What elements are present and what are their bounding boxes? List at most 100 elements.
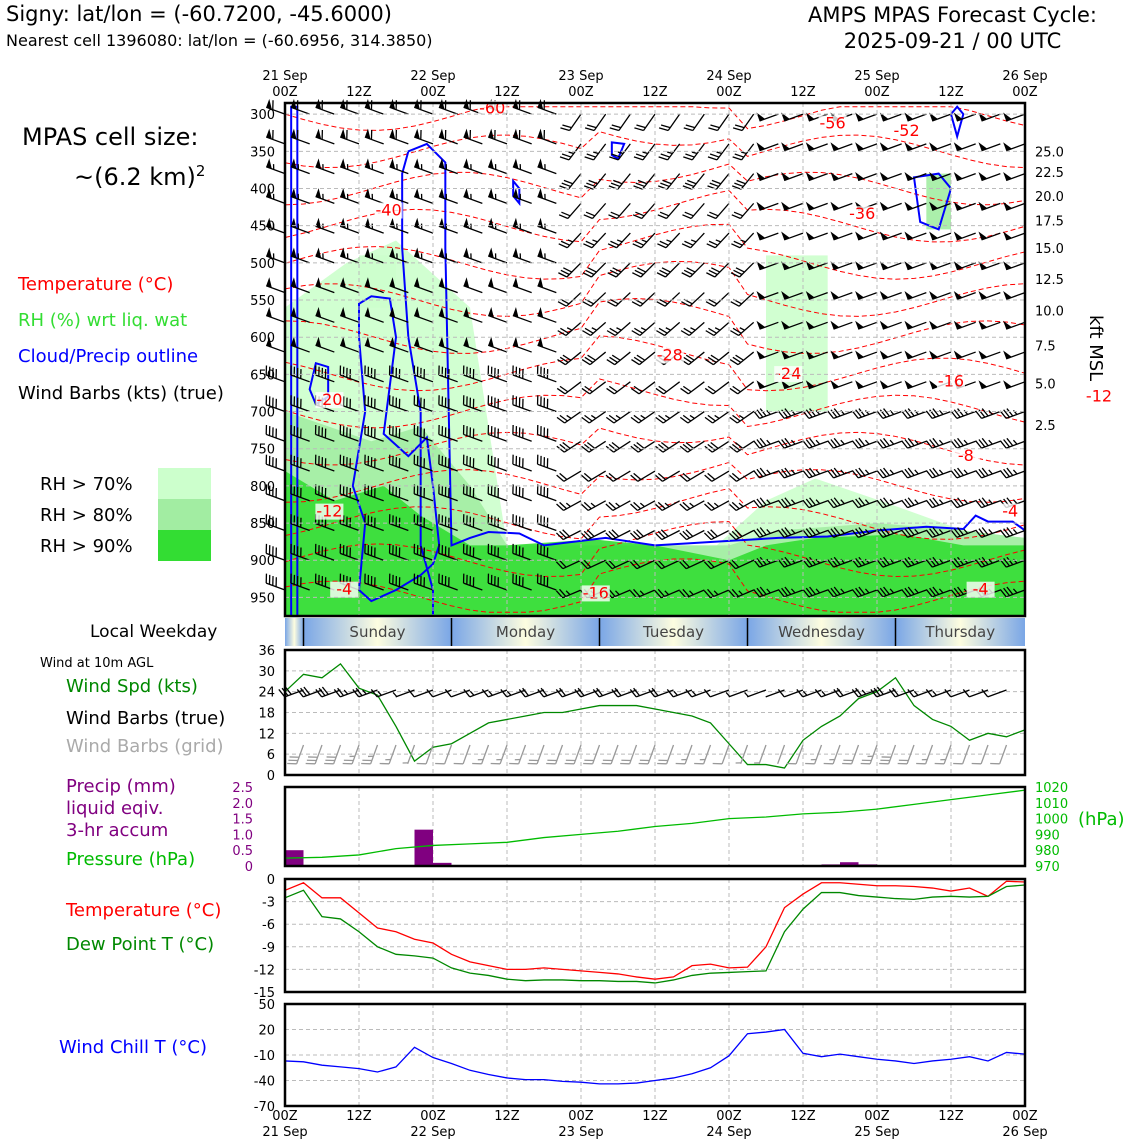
profile-wind-barb xyxy=(582,262,607,278)
barb-full xyxy=(658,327,668,334)
grid-wind-barb xyxy=(564,744,582,765)
barb-half xyxy=(642,151,648,155)
profile-wind-barb xyxy=(975,556,1001,568)
barb-full xyxy=(634,240,645,246)
barb-full xyxy=(684,240,694,246)
barb-staff xyxy=(981,113,1001,122)
barb-full xyxy=(879,409,887,418)
barb-half xyxy=(691,690,697,696)
barb-staff xyxy=(740,744,749,765)
barb-flag xyxy=(978,201,988,211)
barb-full xyxy=(703,532,712,541)
barb-full xyxy=(657,501,666,510)
profile-wind-barb xyxy=(925,556,952,568)
barb-half xyxy=(592,239,598,243)
profile-wind-barb xyxy=(633,173,656,190)
profile-wind-barb xyxy=(512,128,532,145)
barb-full xyxy=(708,298,718,305)
barb-full xyxy=(633,472,642,481)
profile-wind-barb xyxy=(583,202,607,220)
bottom-hour-label: 12Z xyxy=(642,1109,668,1124)
profile-wind-barb xyxy=(830,350,853,360)
barb-full xyxy=(892,687,900,697)
barb-staff xyxy=(1005,173,1026,182)
barb-full xyxy=(608,472,617,481)
barb-full xyxy=(561,153,572,158)
barb-full xyxy=(957,467,964,476)
barb-full xyxy=(759,586,767,595)
barb-staff xyxy=(512,285,532,294)
barb-full xyxy=(666,689,674,698)
height-tick-label: 22.5 xyxy=(1035,166,1064,181)
barb-full xyxy=(654,532,663,541)
profile-wind-barb xyxy=(388,395,409,413)
bottom-hour-label: 12Z xyxy=(494,1109,520,1124)
barb-full xyxy=(683,327,693,334)
profile-wind-barb xyxy=(654,559,680,570)
barb-full xyxy=(851,470,859,479)
profile-wind-barb xyxy=(1003,290,1026,301)
barb-full xyxy=(656,301,666,307)
barb-half xyxy=(1012,499,1018,505)
barb-full xyxy=(659,240,669,246)
barb-staff xyxy=(728,689,748,698)
barb-staff xyxy=(980,744,989,765)
barb-full xyxy=(605,532,613,541)
barb-full xyxy=(777,529,785,538)
barb-flag xyxy=(1003,261,1012,270)
barb-flag xyxy=(290,307,297,318)
barb-full xyxy=(904,558,912,567)
barb-flag xyxy=(512,336,519,348)
temp-label-bg xyxy=(655,347,684,364)
profile-wind-barb xyxy=(777,497,804,509)
barb-half xyxy=(914,469,919,475)
profile-wind-barb xyxy=(537,188,557,204)
barb-full xyxy=(784,408,792,417)
profile-wind-barb xyxy=(265,98,286,115)
barb-full xyxy=(932,556,940,566)
barb-full xyxy=(583,214,593,220)
barb-full xyxy=(950,410,958,419)
barb-flag xyxy=(781,142,790,151)
profile-wind-barb xyxy=(802,586,828,598)
surface-wind-barb xyxy=(833,687,859,698)
barb-full xyxy=(730,330,739,337)
profile-wind-barb xyxy=(879,172,902,182)
barb-full xyxy=(611,354,621,361)
barb-full xyxy=(559,156,570,161)
barb-full xyxy=(827,499,835,509)
profile-wind-barb xyxy=(950,467,976,479)
profile-wind-barb xyxy=(315,307,335,323)
profile-wind-barb xyxy=(438,395,458,413)
barb-flag xyxy=(756,142,766,151)
barb-half xyxy=(914,588,919,594)
barb-half xyxy=(714,414,720,419)
barb-staff xyxy=(413,689,434,698)
barb-full xyxy=(732,443,741,451)
barb-flag xyxy=(879,350,889,359)
barb-flag xyxy=(463,247,470,259)
profile-wind-barb xyxy=(413,158,434,175)
barb-full xyxy=(584,356,594,363)
profile-wind-barb xyxy=(631,351,656,366)
barb-full xyxy=(732,414,741,422)
profile-wind-barb xyxy=(999,467,1026,479)
profile-wind-barb xyxy=(265,158,286,175)
barb-full xyxy=(953,439,961,448)
profile-wind-barb xyxy=(851,497,878,509)
profile-wind-barb xyxy=(703,588,730,599)
weekday-name: Wednesday xyxy=(778,623,865,641)
height-tick-label: 10.0 xyxy=(1035,304,1064,319)
barb-half xyxy=(738,590,744,596)
grid-wind-barb xyxy=(823,744,841,765)
barb-full xyxy=(781,587,789,597)
barb-full xyxy=(704,387,714,395)
barb-half xyxy=(914,439,919,445)
grid-wind-barb xyxy=(754,744,767,765)
barb-full xyxy=(708,240,719,246)
profile-wind-barb xyxy=(683,113,705,132)
temp-label-bg xyxy=(892,122,921,139)
barb-staff xyxy=(487,314,508,323)
barb-flag xyxy=(953,231,963,240)
top-hour-label: 00Z xyxy=(568,85,594,100)
